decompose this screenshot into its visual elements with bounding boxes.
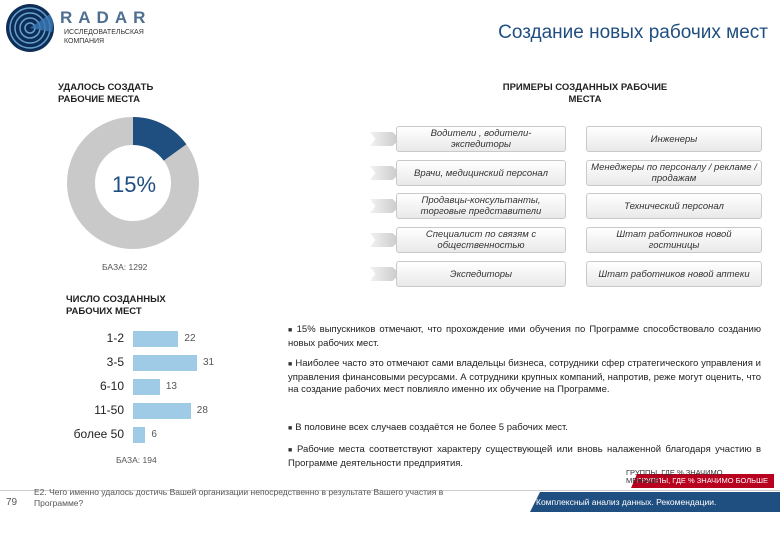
job-examples-header: ПРИМЕРЫ СОЗДАННЫХ РАБОЧИЕ МЕСТА bbox=[502, 82, 668, 105]
bullet-square-icon: ■ bbox=[288, 327, 294, 334]
job-example: Инженеры bbox=[586, 126, 762, 152]
bullet-text: ■ Наиболее часто это отмечают сами владел… bbox=[288, 358, 761, 395]
job-example: Технический персонал bbox=[586, 193, 762, 219]
page-number: 79 bbox=[6, 497, 18, 508]
donut-chart bbox=[67, 117, 199, 249]
donut-base-label: БАЗА: 1292 bbox=[102, 262, 148, 272]
bar-category-label: 11-50 bbox=[94, 403, 124, 417]
job-example: Штат работников новой гостиницы bbox=[586, 227, 762, 253]
job-count-header: ЧИСЛО СОЗДАННЫХ РАБОЧИХ МЕСТ bbox=[66, 294, 166, 317]
created-jobs-header: УДАЛОСЬ СОЗДАТЬ РАБОЧИЕ МЕСТА bbox=[58, 82, 154, 105]
arrow-icon bbox=[370, 132, 400, 146]
bar-value-label: 22 bbox=[184, 333, 196, 344]
donut-value-segment bbox=[132, 117, 187, 162]
footer-divider bbox=[0, 490, 780, 491]
arrow-icon bbox=[370, 199, 400, 213]
job-example: Водители , водители-экспедиторы bbox=[396, 126, 566, 152]
footer-section-band: Комплексный анализ данных. Рекомендации. bbox=[530, 492, 780, 512]
bullet-square-icon: ■ bbox=[288, 447, 294, 454]
job-example: Штат работников новой аптеки bbox=[586, 261, 762, 287]
bar-value-label: 31 bbox=[203, 357, 215, 368]
bullet-square-icon: ■ bbox=[288, 361, 293, 368]
job-example: Менеджеры по персоналу / рекламе / прода… bbox=[586, 160, 762, 186]
bar-category-label: более 50 bbox=[73, 427, 124, 441]
bullet-text: ■ Рабочие места соответствуют характеру с… bbox=[288, 444, 761, 469]
bar-chart-base-label: БАЗА: 194 bbox=[116, 455, 157, 465]
bar-category-label: 1-2 bbox=[106, 331, 124, 345]
logo-subtitle: ИССЛЕДОВАТЕЛЬСКАЯ КОМПАНИЯ bbox=[64, 29, 144, 45]
legend-less-tag: ГРУППЫ, ГДЕ % ЗНАЧИМО МЕНЬШЕ bbox=[626, 468, 723, 485]
arrow-icon bbox=[370, 166, 400, 180]
bar-category-label: 3-5 bbox=[106, 355, 124, 369]
job-example: Специалист по связям с общественностью bbox=[396, 227, 566, 253]
bar bbox=[133, 379, 160, 395]
bar bbox=[133, 331, 179, 347]
bar-value-label: 6 bbox=[151, 429, 157, 440]
survey-question: E2. Чего именно удалось достичь Вашей ор… bbox=[34, 487, 444, 508]
arrow-icon bbox=[370, 267, 400, 281]
arrow-icon bbox=[370, 233, 400, 247]
legend-more-tag: ГРУППЫ, ГДЕ % ЗНАЧИМО БОЛЬШЕ bbox=[631, 474, 774, 488]
logo-word: RADAR bbox=[60, 8, 152, 27]
company-logo: RADAR ИССЛЕДОВАТЕЛЬСКАЯ КОМПАНИЯ bbox=[6, 4, 186, 54]
page-title: Создание новых рабочих мест bbox=[498, 22, 768, 43]
radar-logo-icon bbox=[6, 4, 54, 52]
job-example: Врачи, медицинский персонал bbox=[396, 160, 566, 186]
bar-category-label: 6-10 bbox=[99, 379, 124, 393]
bar bbox=[133, 403, 191, 419]
bar-value-label: 13 bbox=[165, 381, 177, 392]
job-example: Экспедиторы bbox=[396, 261, 566, 287]
bar-value-label: 28 bbox=[196, 405, 208, 416]
job-example: Продавцы-консультанты, торговые представ… bbox=[396, 193, 566, 219]
bullet-square-icon: ■ bbox=[288, 425, 293, 432]
bullet-text: ■ 15% выпускников отмечают, что прохожден… bbox=[288, 324, 761, 349]
donut-percent-label: 15% bbox=[112, 172, 157, 197]
bar bbox=[133, 355, 197, 371]
bar bbox=[133, 427, 146, 443]
bullet-text: ■ В половине всех случаев создаётся не бо… bbox=[288, 422, 568, 433]
